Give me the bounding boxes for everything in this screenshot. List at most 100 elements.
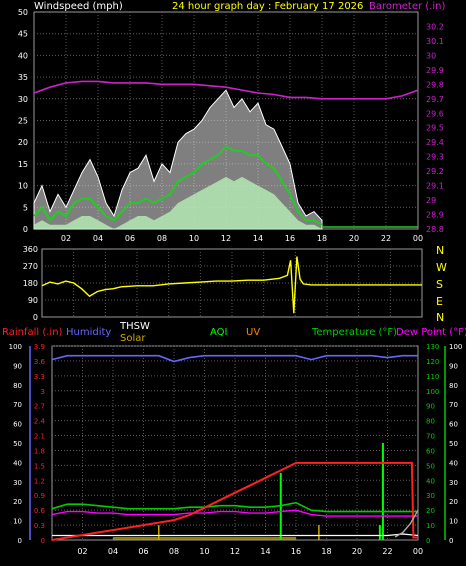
barometer-tick-label: 29.4 <box>426 138 444 147</box>
wind-average-line <box>33 145 323 226</box>
dewpoint-tick-label: 70 <box>449 401 458 409</box>
thsw-line <box>52 533 419 537</box>
solar-baseline <box>113 537 296 540</box>
direction-tick-label: 180 <box>23 279 38 288</box>
dewpoint-tick-label: 50 <box>449 440 458 448</box>
direction-tick-label: 90 <box>28 296 38 305</box>
direction-tick-label: 0 <box>33 313 38 322</box>
rainfall-tick-label: 2.7 <box>34 403 45 411</box>
temperature-tick-label: 60 <box>426 447 435 455</box>
graph-title: 24 hour graph day : February 17 2026 <box>172 1 363 12</box>
time-tick-label: 00 <box>413 547 423 556</box>
temperature-line <box>51 501 418 513</box>
humidity-tick-label: 30 <box>13 479 22 487</box>
barometer-tick-label: 29.8 <box>426 80 444 89</box>
windspeed-tick-label: 50 <box>18 8 28 17</box>
windspeed-tick-label: 45 <box>18 30 28 39</box>
humidity-tick-label: 80 <box>13 382 22 390</box>
temperature-tick-label: 30 <box>426 492 435 500</box>
barometer-tick-label: 28.8 <box>426 225 444 234</box>
time-tick-label: 00 <box>413 234 423 243</box>
time-tick-label: 08 <box>169 547 179 556</box>
temperature-tick-label: 100 <box>426 388 439 396</box>
barometer-line <box>33 80 419 100</box>
time-tick-label: 10 <box>189 234 199 243</box>
wind-low-area <box>34 176 322 229</box>
dewpoint-tick-label: 30 <box>449 479 458 487</box>
legend-uv: UV <box>246 327 260 338</box>
humidity-tick-label: 0 <box>18 537 22 545</box>
rainfall-line <box>51 461 418 541</box>
windspeed-tick-label: 25 <box>18 117 28 126</box>
time-tick-label: 04 <box>108 547 118 556</box>
time-tick-label: 10 <box>199 547 209 556</box>
windspeed-label: Windspeed (mph) <box>34 1 123 12</box>
humidity-tick-label: 50 <box>13 440 22 448</box>
temperature-tick-label: 80 <box>426 418 435 426</box>
time-tick-label: 12 <box>221 234 231 243</box>
time-tick-label: 22 <box>381 234 391 243</box>
rainfall-tick-label: 2.4 <box>34 418 46 426</box>
dir-label-s: S <box>436 278 443 291</box>
legend-thsw: THSW <box>119 321 150 332</box>
dew-point-line <box>51 509 418 517</box>
wind-direction-plot: 0 90 180 270 360 <box>23 245 423 322</box>
temperature-tick-label: 70 <box>426 433 435 441</box>
barometer-tick-label: 29.3 <box>426 153 444 162</box>
windspeed-tick-label: 10 <box>18 182 28 191</box>
time-tick-label: 20 <box>352 547 362 556</box>
rainfall-tick-label: 1.5 <box>34 462 45 470</box>
dewpoint-tick-label: 20 <box>449 498 458 506</box>
barometer-tick-label: 29.1 <box>426 182 444 191</box>
rainfall-tick-label: 3.3 <box>34 373 45 381</box>
temperature-tick-label: 110 <box>426 373 439 381</box>
rainfall-tick-label: 0.9 <box>34 492 45 500</box>
barometer-tick-label: 29.6 <box>426 109 444 118</box>
rainfall-tick-label: 0.6 <box>34 507 46 515</box>
temperature-tick-label: 20 <box>426 507 435 515</box>
time-tick-label: 02 <box>61 234 71 243</box>
direction-tick-label: 270 <box>23 262 38 271</box>
dir-label-n-top: N <box>436 244 444 257</box>
windspeed-tick-label: 40 <box>18 51 28 60</box>
wind-direction-line <box>41 256 422 314</box>
time-tick-label: 18 <box>317 234 327 243</box>
legend-rainfall: Rainfall (.in) <box>2 327 63 338</box>
time-tick-label: 12 <box>230 547 240 556</box>
rainfall-tick-label: 2.1 <box>34 433 45 441</box>
humidity-line <box>51 354 418 363</box>
windspeed-tick-label: 30 <box>18 95 28 104</box>
direction-letters: N W S E N <box>436 244 447 324</box>
humidity-tick-label: 60 <box>13 421 22 429</box>
barometer-tick-label: 29.7 <box>426 95 444 104</box>
barometer-tick-label: 30.1 <box>426 37 444 46</box>
rainfall-tick-label: 0.3 <box>34 522 45 530</box>
time-tick-label: 18 <box>321 547 331 556</box>
barometer-tick-label: 29.9 <box>426 66 444 75</box>
dewpoint-tick-label: 90 <box>449 362 458 370</box>
dewpoint-tick-label: 100 <box>449 343 462 351</box>
windspeed-tick-label: 5 <box>23 203 28 212</box>
legend-humidity: Humidity <box>66 327 111 338</box>
dewpoint-tick-label: 40 <box>449 459 458 467</box>
temperature-tick-label: 130 <box>426 343 439 351</box>
temperature-tick-label: 120 <box>426 358 439 366</box>
time-tick-label: 22 <box>382 547 392 556</box>
humidity-tick-label: 70 <box>13 401 22 409</box>
legend-aqi: AQI <box>210 327 228 338</box>
humidity-tick-label: 100 <box>9 343 22 351</box>
barometer-tick-label: 29.2 <box>426 167 444 176</box>
temperature-tick-label: 50 <box>426 462 435 470</box>
dewpoint-tick-label: 80 <box>449 382 458 390</box>
rainfall-tick-label: 3.9 <box>34 343 45 351</box>
rainfall-tick-label: 1.2 <box>34 477 45 485</box>
windspeed-tick-label: 20 <box>18 138 28 147</box>
temperature-tick-label: 0 <box>426 537 430 545</box>
rain-humidity-temperature-plot: 0 0.3 0.6 0.9 1.2 1.5 1.8 2.1 2.4 2.7 3 3.3 3.6 3.9 0 1… <box>9 343 463 556</box>
dir-label-w: W <box>436 261 447 274</box>
legend-temperature: Temperature (°F) <box>311 327 397 338</box>
barometer-label: Barometer (.in) <box>369 1 445 12</box>
windspeed-tick-label: 15 <box>18 160 28 169</box>
time-tick-label: 14 <box>253 234 263 243</box>
legend-dew-point: Dew Point (°F) <box>396 327 466 338</box>
